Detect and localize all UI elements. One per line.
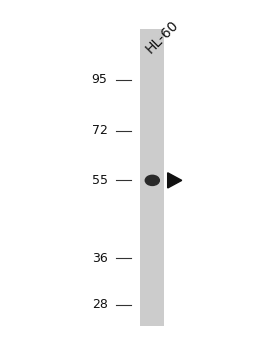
Text: HL-60: HL-60 (142, 18, 181, 56)
Ellipse shape (145, 175, 159, 185)
Text: 72: 72 (92, 124, 108, 137)
Bar (140, 29, 164, 326)
Text: 36: 36 (92, 252, 108, 265)
Polygon shape (168, 173, 182, 188)
Text: 55: 55 (92, 174, 108, 187)
Text: 95: 95 (92, 73, 108, 86)
Text: 28: 28 (92, 298, 108, 311)
